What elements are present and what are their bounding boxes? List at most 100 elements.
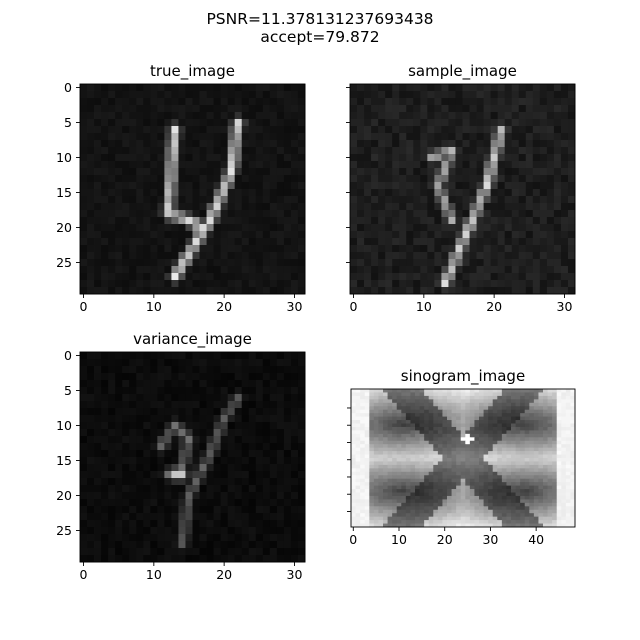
heatmap-cell <box>492 516 498 521</box>
heatmap-cell <box>427 98 435 106</box>
heatmap-cell <box>533 499 539 504</box>
heatmap-cell <box>80 464 88 472</box>
heatmap-cell <box>227 492 236 500</box>
heatmap-cell <box>371 266 379 274</box>
heatmap-cell <box>520 402 526 407</box>
heatmap-cell <box>351 389 356 393</box>
heatmap-cell <box>506 475 512 480</box>
heatmap-cell <box>248 84 257 92</box>
heatmap-cell <box>150 217 158 225</box>
heatmap-cell <box>511 402 516 407</box>
heatmap-cell <box>364 482 370 486</box>
heatmap-cell <box>479 389 484 393</box>
heatmap-cell <box>483 502 489 507</box>
heatmap-cell <box>192 203 200 211</box>
heatmap-cell <box>515 426 521 431</box>
heatmap-cell <box>469 147 477 155</box>
heatmap-cell <box>185 380 193 388</box>
heatmap-cell <box>442 468 448 473</box>
heatmap-cell <box>539 273 548 281</box>
heatmap-cell <box>451 516 457 521</box>
heatmap-cell <box>290 161 299 169</box>
heatmap-cell <box>199 394 207 402</box>
heatmap-cell <box>227 471 236 479</box>
heatmap-cell <box>371 287 379 295</box>
heatmap-cell <box>255 196 264 204</box>
heatmap-cell <box>552 413 558 417</box>
heatmap-cell <box>364 423 370 428</box>
heatmap-cell <box>552 523 558 528</box>
heatmap-cell <box>567 175 576 183</box>
heatmap-cell <box>437 416 443 421</box>
heatmap-cell <box>456 454 462 459</box>
heatmap-cell <box>80 245 88 253</box>
heatmap-cell <box>206 154 214 162</box>
heatmap-cell <box>378 168 386 176</box>
heatmap-cell <box>241 126 250 134</box>
heatmap-cell <box>520 451 526 455</box>
heatmap-cell <box>413 196 421 204</box>
heatmap-cell <box>405 406 411 411</box>
heatmap-cell <box>483 509 489 514</box>
heatmap-cell <box>524 458 530 462</box>
heatmap-cell <box>524 464 530 469</box>
heatmap-cell <box>94 541 102 549</box>
heatmap-cell <box>413 273 421 281</box>
heatmap-cell <box>424 402 430 407</box>
heatmap-cell <box>529 413 535 417</box>
heatmap-cell <box>185 105 193 113</box>
heatmap-cell <box>497 482 503 486</box>
heatmap-cell <box>387 447 393 452</box>
heatmap-cell <box>383 495 388 500</box>
heatmap-cell <box>297 436 306 444</box>
heatmap-cell <box>276 534 285 542</box>
heatmap-cell <box>227 548 236 556</box>
heatmap-cell <box>108 126 116 134</box>
heatmap-cell <box>283 133 292 141</box>
heatmap-cell <box>460 478 466 483</box>
heatmap-cell <box>150 366 158 374</box>
heatmap-cell <box>351 478 356 483</box>
heatmap-cell <box>248 119 257 127</box>
heatmap-cell <box>220 154 229 162</box>
heatmap-cell <box>419 523 425 528</box>
heatmap-cell <box>419 464 425 469</box>
heatmap-cell <box>143 224 151 232</box>
heatmap-cell <box>565 458 571 462</box>
heatmap-cell <box>469 84 477 92</box>
heatmap-cell <box>497 182 506 190</box>
heatmap-cell <box>518 154 527 162</box>
heatmap-cell <box>565 506 571 511</box>
heatmap-cell <box>497 147 506 155</box>
axes-frame <box>349 83 576 295</box>
heatmap-cell <box>178 450 186 458</box>
heatmap-cell <box>234 534 243 542</box>
heatmap-cell <box>378 420 384 424</box>
heatmap-cell <box>427 280 435 288</box>
heatmap-cell <box>405 389 411 393</box>
heatmap-cell <box>529 492 535 497</box>
heatmap-cell <box>248 380 257 388</box>
x-tick-label: 0 <box>350 299 358 314</box>
heatmap-cell <box>157 366 165 374</box>
heatmap-cell <box>538 426 544 431</box>
heatmap-cell <box>94 513 102 521</box>
heatmap-cell <box>199 401 207 409</box>
heatmap-cell <box>506 471 512 476</box>
heatmap-cell <box>474 499 480 504</box>
heatmap-cell <box>364 126 372 134</box>
heatmap-cell <box>469 273 477 281</box>
heatmap-cell <box>392 259 400 267</box>
heatmap-cell <box>529 495 535 500</box>
heatmap-cell <box>262 231 271 239</box>
heatmap-cell <box>415 509 420 514</box>
heatmap-cell <box>171 492 179 500</box>
heatmap-cell <box>220 394 229 402</box>
heatmap-cell <box>178 210 186 218</box>
heatmap-cell <box>171 380 179 388</box>
heatmap-cell <box>396 516 402 521</box>
heatmap-cell <box>539 105 548 113</box>
heatmap-cell <box>171 245 179 253</box>
heatmap-cell <box>364 402 370 407</box>
heatmap-cell <box>227 478 236 486</box>
